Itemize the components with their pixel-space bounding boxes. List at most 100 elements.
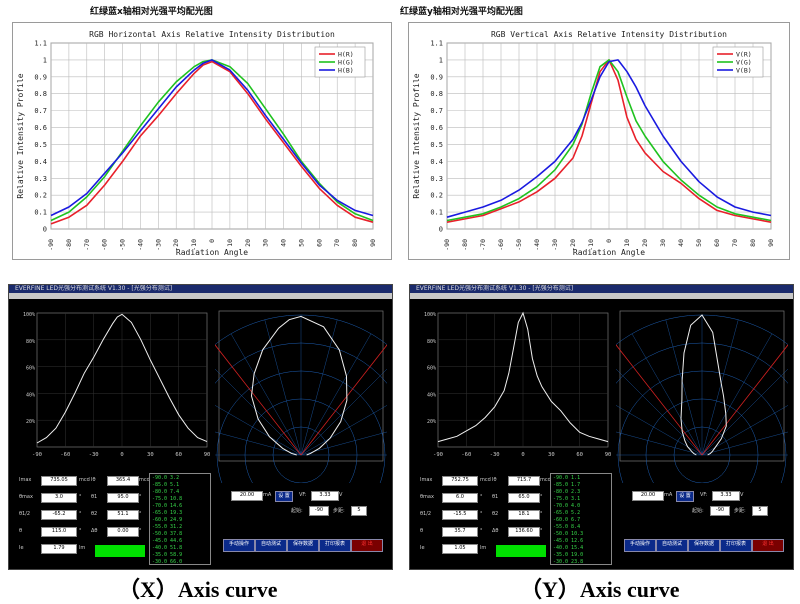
- readout2-value: 18.1: [508, 510, 540, 520]
- readout-label: θ: [19, 528, 23, 534]
- action-button-3[interactable]: 保存数据: [287, 539, 319, 552]
- polar-spoke: [701, 405, 788, 456]
- list-item[interactable]: -80.0 2.3: [553, 489, 581, 495]
- x-tick-label: -60: [497, 239, 505, 251]
- list-item[interactable]: -50.0 37.8: [152, 531, 183, 537]
- list-item[interactable]: -85.0 5.1: [152, 482, 180, 488]
- x-data-list[interactable]: -90.0 3.2 -85.0 5.1 -80.0 7.4 -75.0 10.8 -70…: [149, 473, 211, 565]
- y-tick-label: 0.7: [34, 107, 47, 115]
- action-button-1[interactable]: 手动操作: [223, 539, 255, 552]
- list-item[interactable]: -70.0 14.6: [152, 503, 183, 509]
- list-item[interactable]: -40.0 51.8: [152, 545, 183, 551]
- curve-y-tick: 60%: [26, 366, 35, 372]
- list-item[interactable]: -70.0 4.0: [553, 503, 581, 509]
- set-button[interactable]: 设 置: [676, 491, 694, 502]
- list-item[interactable]: -75.0 10.8: [152, 496, 183, 502]
- list-item[interactable]: -60.0 6.7: [553, 517, 581, 523]
- list-item[interactable]: -30.0 23.8: [553, 559, 584, 565]
- list-item[interactable]: -60.0 24.9: [152, 517, 183, 523]
- list-item[interactable]: -55.0 31.2: [152, 524, 183, 530]
- current-input[interactable]: 20.00: [632, 491, 664, 501]
- readout2-label: Δθ: [91, 528, 98, 534]
- action-button-1[interactable]: 手动操作: [624, 539, 656, 552]
- current-input[interactable]: 20.00: [231, 491, 263, 501]
- x-readouts: Imax 735.05 mcd θmax 3.0 ° θ1/2 -65.2 ° θ 115.0 ° Ie…: [15, 467, 215, 565]
- legend-label: V(R): [736, 51, 752, 59]
- x-tick-label: -90: [47, 239, 55, 251]
- readout2-label: Iθ: [91, 477, 96, 483]
- list-item[interactable]: -50.0 10.3: [553, 531, 584, 537]
- action-button-5[interactable]: 退 出: [351, 539, 383, 552]
- readout-label: θmax: [420, 494, 434, 500]
- readout2-label: θ2: [91, 511, 98, 517]
- action-button-2[interactable]: 自动测试: [255, 539, 287, 552]
- list-item[interactable]: -75.0 3.1: [553, 496, 581, 502]
- list-item[interactable]: -90.0 1.1: [553, 475, 581, 481]
- readout-unit: lm: [480, 545, 487, 551]
- polar-spoke: [215, 431, 302, 456]
- curve-y-tick: 20%: [26, 419, 35, 425]
- voltage-unit: V: [740, 492, 744, 498]
- polar-spoke: [264, 319, 302, 456]
- list-item[interactable]: -55.0 8.4: [553, 524, 581, 530]
- list-item[interactable]: -65.0 5.2: [553, 510, 581, 516]
- list-item[interactable]: -65.0 19.3: [152, 510, 183, 516]
- step-select[interactable]: 5: [752, 506, 768, 516]
- x-tick-label: -20: [569, 239, 577, 251]
- readout-label: Ie: [19, 545, 24, 551]
- readout2-unit: °: [540, 494, 543, 500]
- voltage-label: VF:: [299, 492, 307, 498]
- list-item[interactable]: -40.0 15.4: [553, 545, 584, 551]
- x-tick-label: -30: [551, 239, 559, 251]
- action-button-4[interactable]: 打印报表: [319, 539, 351, 552]
- x-axis-label: Radiation Angle: [176, 248, 248, 257]
- readout-unit: °: [79, 494, 82, 500]
- x-window-titlebar: EVERFINE LED光强分布测试系统 V1.30 - [光强分布测试]: [9, 285, 392, 293]
- x-tick-label: 0: [605, 239, 613, 243]
- list-item[interactable]: -80.0 7.4: [152, 489, 180, 495]
- readout2-unit: °: [540, 528, 543, 534]
- list-item[interactable]: -35.0 19.0: [553, 552, 584, 558]
- y-window-menubar: [410, 293, 793, 299]
- readout2-label: θ2: [492, 511, 499, 517]
- legend-label: V(B): [736, 67, 752, 75]
- readout2-unit: °: [139, 511, 142, 517]
- list-item[interactable]: -45.0 44.6: [152, 538, 183, 544]
- x-tick-label: -80: [65, 239, 73, 251]
- set-button[interactable]: 设 置: [275, 491, 293, 502]
- action-button-3[interactable]: 保存数据: [688, 539, 720, 552]
- curve-x-tick: -30: [490, 452, 500, 458]
- y-data-list[interactable]: -90.0 1.1 -85.0 1.7 -80.0 2.3 -75.0 3.1 -70.…: [550, 473, 612, 565]
- legend-label: H(R): [338, 51, 354, 59]
- step-select[interactable]: 5: [351, 506, 367, 516]
- x-axis-label: Radiation Angle: [573, 248, 645, 257]
- action-button-4[interactable]: 打印报表: [720, 539, 752, 552]
- current-unit: mA: [263, 492, 272, 498]
- readout-label: Ie: [420, 545, 425, 551]
- curve-y-tick: 20%: [427, 419, 436, 425]
- y-tick-label: 0: [439, 226, 443, 234]
- x-tick-label: 20: [244, 239, 252, 247]
- curve-x-tick: 90: [204, 452, 211, 458]
- curve-y-tick: 100%: [23, 312, 35, 318]
- readout-unit: °: [480, 511, 483, 517]
- action-button-2[interactable]: 自动测试: [656, 539, 688, 552]
- y-tick-label: 0.2: [34, 192, 47, 200]
- list-item[interactable]: -30.0 66.0: [152, 559, 183, 565]
- x-tick-label: 80: [749, 239, 757, 247]
- list-item[interactable]: -45.0 12.6: [553, 538, 584, 544]
- x-tick-label: -10: [587, 239, 595, 251]
- curve-y-tick: 60%: [427, 366, 436, 372]
- y-tick-label: 0.1: [34, 209, 47, 217]
- action-button-5[interactable]: 退 出: [752, 539, 784, 552]
- polar-spoke: [300, 368, 387, 456]
- list-item[interactable]: -35.0 58.9: [152, 552, 183, 558]
- start-select[interactable]: -90: [309, 506, 329, 516]
- list-item[interactable]: -90.0 3.2: [152, 475, 180, 481]
- start-select[interactable]: -90: [710, 506, 730, 516]
- readout-label: θ1/2: [19, 511, 31, 517]
- y-tick-label: 0.8: [34, 90, 47, 98]
- half-angle-line: [701, 344, 788, 456]
- list-item[interactable]: -85.0 1.7: [553, 482, 581, 488]
- x-tick-label: 30: [262, 239, 270, 247]
